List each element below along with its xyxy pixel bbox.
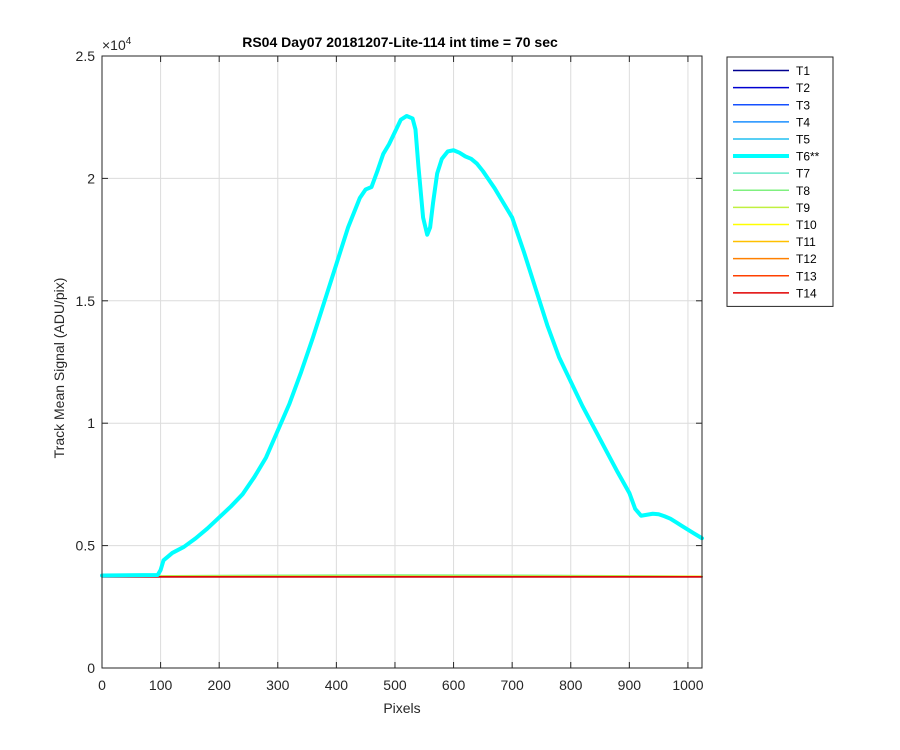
series-line-t6 [100, 113, 704, 578]
legend-item: T7 [733, 167, 810, 181]
x-tick-label: 900 [618, 677, 642, 693]
legend-label: T12 [796, 252, 817, 266]
legend-label: T3 [796, 98, 810, 112]
legend-label: T2 [796, 81, 810, 95]
legend: T1 T2 T3 T4 T5 T6** T7 T8 T9 T10 T11 T12 T13 T14 [726, 56, 834, 307]
legend-item: T3 [733, 98, 810, 112]
legend-label: T8 [796, 184, 810, 198]
legend-item: T6** [733, 150, 820, 164]
y-tick-label: 1.5 [76, 293, 96, 309]
legend-item: T13 [733, 269, 817, 283]
y-axis-exponent-power: 4 [126, 36, 132, 47]
y-tick-labels: 0 0.5 1 1.5 2 2.5 [76, 48, 96, 676]
axes-frame [101, 55, 703, 669]
legend-item: T10 [733, 218, 817, 232]
y-tick-label: 2.5 [76, 48, 96, 64]
x-tick-label: 400 [325, 677, 349, 693]
legend-item: T8 [733, 184, 810, 198]
x-tick-label: 0 [98, 677, 106, 693]
y-tick-label: 0 [87, 660, 95, 676]
legend-item: T5 [733, 132, 810, 146]
legend-item: T14 [733, 286, 817, 300]
legend-label: T6** [796, 150, 820, 164]
x-axis-label: Pixels [383, 700, 420, 716]
legend-item: T1 [733, 64, 810, 78]
legend-item: T4 [733, 115, 810, 129]
legend-label: T14 [796, 286, 817, 300]
legend-label: T9 [796, 201, 810, 215]
ticks [101, 55, 702, 669]
legend-label: T13 [796, 269, 817, 283]
legend-item: T2 [733, 81, 810, 95]
legend-box [726, 56, 834, 307]
x-tick-label: 100 [149, 677, 173, 693]
axes-background [102, 56, 702, 668]
legend-item: T12 [733, 252, 817, 266]
legend-item: T9 [733, 201, 810, 215]
x-tick-label: 1000 [672, 677, 703, 693]
legend-items: T1 T2 T3 T4 T5 T6** T7 T8 T9 T10 T11 T12 T13 T14 [733, 64, 820, 300]
legend-label: T10 [796, 218, 817, 232]
y-axis-exponent-base: ×10 [102, 37, 126, 53]
chart-title: RS04 Day07 20181207-Lite-114 int time = … [242, 34, 558, 50]
legend-label: T1 [796, 64, 810, 78]
x-tick-label: 700 [500, 677, 524, 693]
y-tick-label: 0.5 [76, 538, 96, 554]
x-tick-label: 600 [442, 677, 466, 693]
legend-label: T4 [796, 115, 810, 129]
x-tick-labels: 0 100 200 300 400 500 600 700 800 900 1000 [98, 677, 704, 693]
x-tick-label: 800 [559, 677, 583, 693]
x-tick-label: 300 [266, 677, 290, 693]
plot-area [100, 113, 704, 578]
legend-item: T11 [733, 235, 816, 249]
legend-label: T5 [796, 132, 810, 146]
legend-label: T7 [796, 167, 810, 181]
legend-label: T11 [796, 235, 816, 249]
y-tick-label: 1 [87, 415, 95, 431]
y-axis-exponent: ×104 [102, 36, 132, 53]
y-axis-label: Track Mean Signal (ADU/pix) [51, 278, 67, 459]
x-tick-label: 200 [208, 677, 232, 693]
y-tick-label: 2 [87, 170, 95, 186]
x-tick-label: 500 [383, 677, 407, 693]
